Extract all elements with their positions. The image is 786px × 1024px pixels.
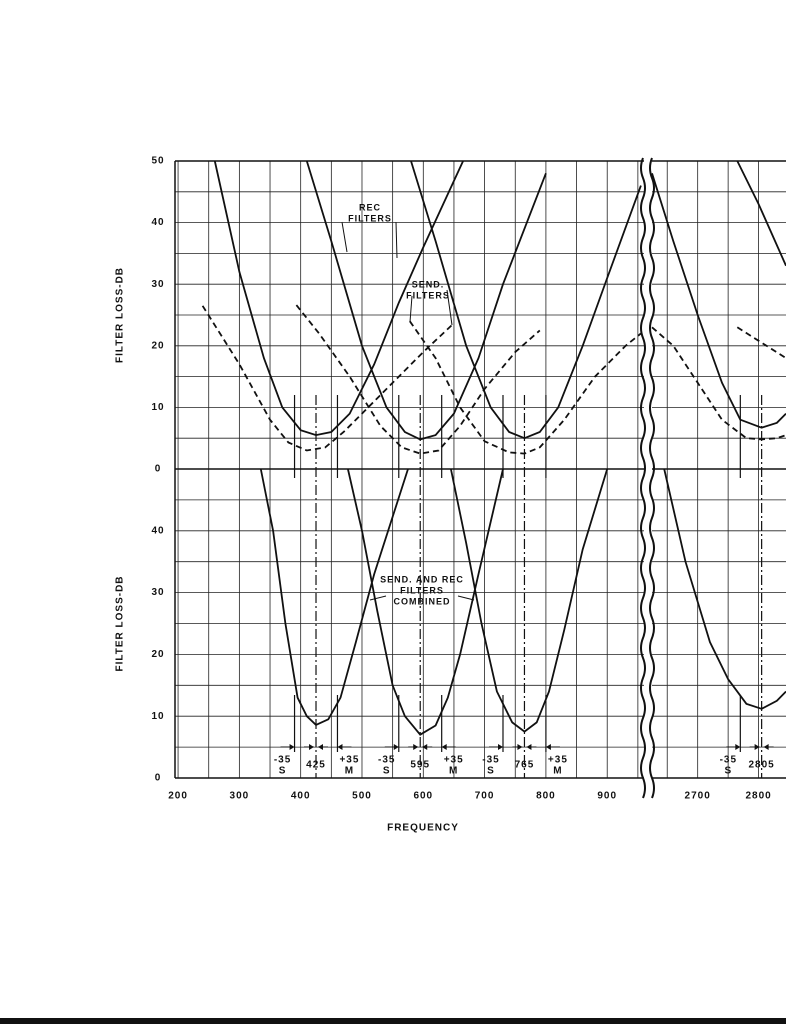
x-tick-label: 2700 (685, 791, 711, 802)
scan-edge (0, 1018, 786, 1024)
y-tick-label: 20 (151, 340, 164, 351)
offset-tag: M (345, 766, 354, 777)
leaders (341, 221, 475, 601)
offset-label: +35 (339, 755, 359, 766)
annotation: SEND. (412, 279, 445, 289)
x-tick-label: 600 (413, 791, 433, 802)
offset-label: -35 (274, 755, 291, 766)
y-tick-label: 10 (151, 402, 164, 413)
y-tick-label: 40 (151, 217, 164, 228)
offset-label: +35 (548, 755, 568, 766)
arrow-head (735, 744, 741, 750)
arrow-head (337, 744, 343, 750)
y-tick-label: 50 (151, 156, 164, 167)
dashed-curve (201, 304, 786, 455)
x-tick-label: 700 (475, 791, 495, 802)
annotation: REC (359, 202, 381, 212)
annotation: FILTERS (348, 213, 392, 223)
x-tick-label: 2800 (745, 791, 771, 802)
center-label: 425 (306, 760, 326, 771)
arrow-head (754, 744, 760, 750)
y-axis-label: FILTER LOSS-DB (115, 575, 126, 671)
arrow-head (526, 744, 532, 750)
offset-label: -35 (378, 755, 395, 766)
offset-label: +35 (444, 755, 464, 766)
offset-tag: S (279, 766, 287, 777)
arrow-head (413, 744, 419, 750)
offset-label: -35 (482, 755, 499, 766)
x-tick-label: 500 (352, 791, 372, 802)
y-tick-label: 30 (151, 587, 164, 598)
arrow-head (422, 744, 428, 750)
x-tick-label: 200 (168, 791, 188, 802)
center-label: 765 (515, 760, 535, 771)
annotation: FILTERS (400, 585, 444, 595)
x-tick-label: 300 (230, 791, 250, 802)
axis-break (649, 157, 655, 799)
offset-tag: S (487, 766, 495, 777)
offset-tag: S (724, 766, 732, 777)
offset-label: -35 (720, 755, 737, 766)
offset-tag: M (553, 766, 562, 777)
arrow-head (763, 744, 769, 750)
curve (259, 468, 786, 736)
y-tick-label: 10 (151, 711, 164, 722)
offset-tag: S (383, 766, 391, 777)
x-tick-label: 400 (291, 791, 311, 802)
y-tick-label: 40 (151, 525, 164, 536)
y-tick-label: 20 (151, 649, 164, 660)
y-tick-label: 0 (155, 464, 162, 475)
center-label: 2805 (749, 760, 775, 771)
y-tick-label: 0 (155, 773, 162, 784)
arrow-head (289, 744, 295, 750)
arrow-head (309, 744, 315, 750)
arrow-head (545, 744, 551, 750)
y-tick-label: 30 (151, 279, 164, 290)
arrow-head (318, 744, 324, 750)
axis-break (640, 157, 646, 799)
x-axis-label: FREQUENCY (387, 823, 459, 834)
annotation: COMBINED (394, 596, 451, 606)
arrow-head (517, 744, 523, 750)
y-axis-label: FILTER LOSS-DB (115, 267, 126, 363)
annotation: FILTERS (406, 290, 450, 300)
arrow-head (393, 744, 399, 750)
x-tick-label: 800 (536, 791, 556, 802)
arrow-head (497, 744, 503, 750)
center-label: 595 (410, 760, 430, 771)
offset-tag: M (449, 766, 458, 777)
arrow-head (441, 744, 447, 750)
annotation: SEND. AND REC (380, 574, 464, 584)
x-tick-label: 900 (597, 791, 617, 802)
